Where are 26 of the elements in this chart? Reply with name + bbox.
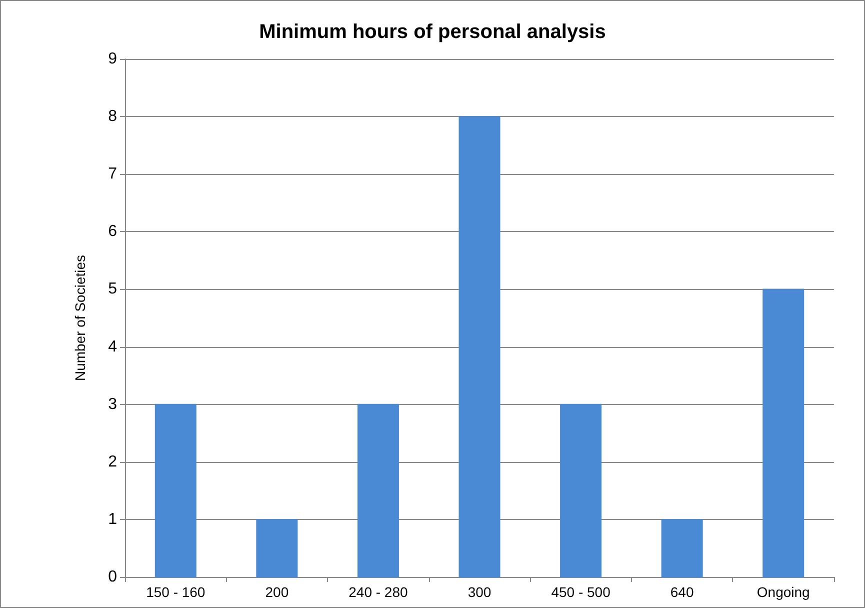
bar: [560, 404, 602, 578]
bar: [357, 404, 399, 578]
x-tick-label: 450 - 500: [551, 584, 611, 600]
y-tick-label: 2: [108, 453, 118, 470]
y-tick-label: 9: [108, 50, 118, 68]
y-tick-label: 8: [108, 108, 118, 126]
bar: [256, 518, 298, 578]
chart-title: Minimum hours of personal analysis: [259, 21, 606, 43]
y-tick-label: 0: [108, 568, 118, 586]
bar: [661, 518, 703, 578]
y-tick-label: 7: [108, 166, 118, 183]
bar: [154, 404, 196, 578]
x-tick-label: 300: [468, 584, 492, 600]
y-tick-label: 5: [108, 280, 118, 298]
y-tick-label: 6: [108, 223, 118, 240]
x-tick-label: 200: [265, 584, 289, 600]
y-tick-label: 4: [108, 338, 118, 356]
x-tick-label: 150 - 160: [146, 584, 206, 600]
y-tick-label: 1: [108, 510, 118, 528]
bar: [458, 116, 500, 578]
y-tick-label: 3: [108, 396, 118, 413]
bar: [762, 288, 804, 578]
x-tick-label: Ongoing: [756, 584, 810, 600]
y-axis-title: Number of Societies: [72, 254, 88, 382]
x-tick-label: 240 - 280: [348, 584, 408, 600]
x-tick-label: 640: [670, 584, 694, 600]
